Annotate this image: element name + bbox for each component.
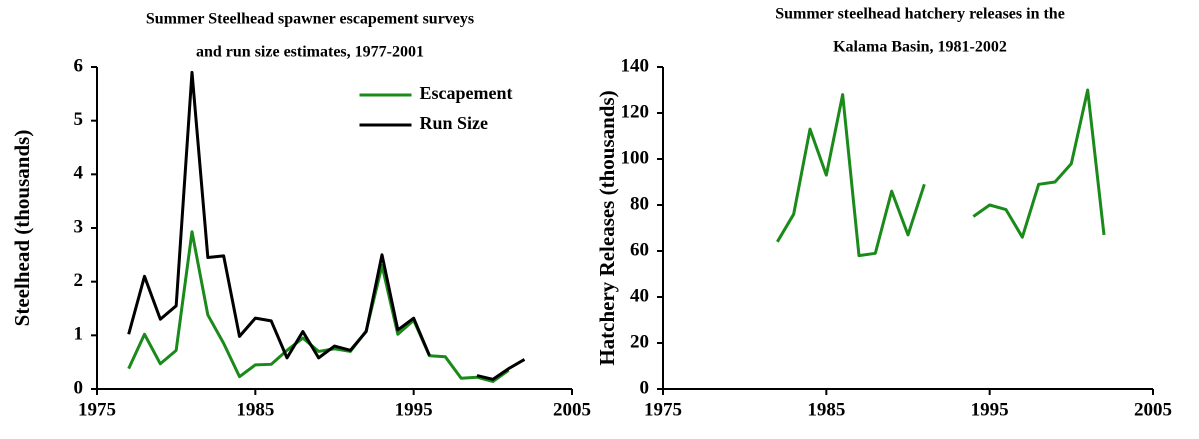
y-tick-label: 40 — [630, 285, 649, 306]
x-tick-label: 1995 — [395, 399, 433, 420]
series-line — [127, 230, 510, 383]
chart-title: Kalama Basin, 1981-2002 — [833, 39, 1007, 56]
y-tick-label: 60 — [630, 239, 649, 260]
y-axis-label: Steelhead (thousands) — [10, 130, 34, 327]
legend-label: Run Size — [420, 113, 489, 133]
y-axis-label: Hatchery Releases (thousands) — [595, 90, 619, 365]
y-tick-label: 1 — [74, 324, 84, 345]
y-tick-label: 0 — [74, 377, 84, 398]
x-tick-label: 2005 — [1134, 399, 1172, 420]
chart-title: Summer steelhead hatchery releases in th… — [775, 6, 1065, 23]
x-tick-label: 1995 — [971, 399, 1009, 420]
y-tick-label: 3 — [74, 216, 84, 237]
y-tick-label: 100 — [621, 147, 650, 168]
y-tick-label: 80 — [630, 193, 649, 214]
legend-label: Escapement — [420, 83, 513, 103]
x-tick-label: 1985 — [236, 399, 274, 420]
chart-title: Summer Steelhead spawner escapement surv… — [146, 11, 474, 28]
series-line — [127, 70, 526, 381]
y-tick-label: 120 — [621, 101, 650, 122]
x-tick-label: 1985 — [807, 399, 845, 420]
x-tick-label: 1975 — [644, 399, 682, 420]
y-tick-label: 2 — [74, 270, 84, 291]
x-tick-label: 2005 — [553, 399, 591, 420]
y-tick-label: 4 — [74, 163, 84, 184]
x-tick-label: 1975 — [78, 399, 116, 420]
y-tick-label: 0 — [640, 377, 650, 398]
y-tick-label: 5 — [74, 109, 84, 130]
y-tick-label: 140 — [621, 55, 650, 76]
chart-title: and run size estimates, 1977-2001 — [196, 44, 424, 61]
series-line — [776, 88, 1106, 258]
y-tick-label: 20 — [630, 331, 649, 352]
y-tick-label: 6 — [74, 55, 84, 76]
